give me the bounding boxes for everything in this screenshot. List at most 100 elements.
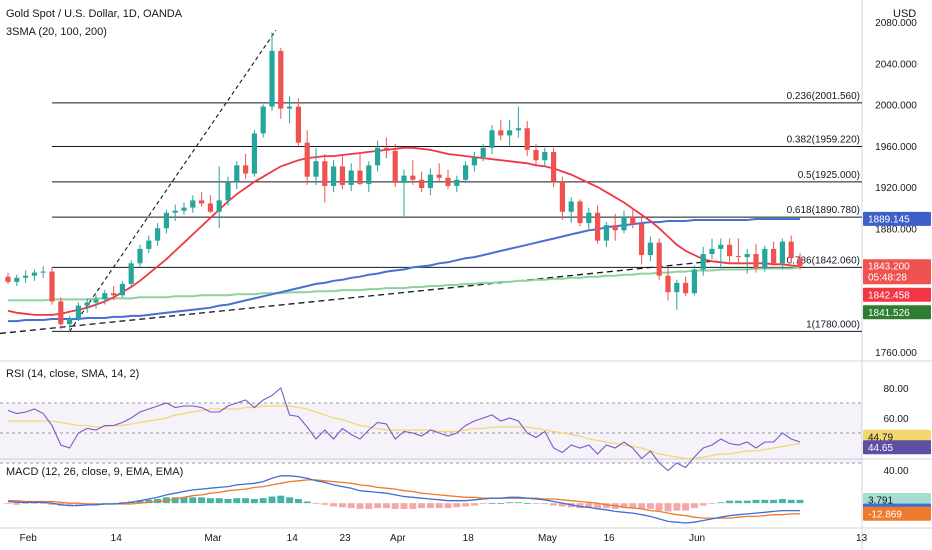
sma-200-line bbox=[8, 266, 801, 302]
candle-up bbox=[674, 282, 680, 293]
fib-level-label: 0.5(1925.000) bbox=[798, 170, 860, 181]
candle-down bbox=[771, 248, 777, 264]
symbol-title[interactable]: Gold Spot / U.S. Dollar, 1D, OANDA bbox=[6, 8, 183, 20]
rsi-badge: 44.79 bbox=[868, 432, 893, 443]
macd-histogram-bar bbox=[136, 500, 144, 504]
macd-histogram-bar bbox=[189, 497, 197, 504]
price-axis[interactable]: 2080.000 2040.000 2000.000 1960.000 1920.000… bbox=[875, 18, 917, 477]
currency-label: USD bbox=[893, 8, 917, 20]
price-tick-label: 2040.000 bbox=[875, 59, 917, 70]
macd-histogram-bar bbox=[726, 500, 734, 504]
candle-down bbox=[436, 174, 442, 178]
macd-badge: 3.791 bbox=[868, 496, 893, 507]
macd-histogram-bar bbox=[303, 501, 311, 504]
time-tick-label: May bbox=[538, 533, 557, 544]
macd-histogram-bar bbox=[602, 503, 610, 509]
price-badge-bg bbox=[863, 270, 931, 285]
macd-histogram-bar bbox=[470, 503, 478, 506]
time-tick-label: 23 bbox=[339, 533, 351, 544]
candle-down bbox=[49, 271, 55, 302]
macd-histogram-bar bbox=[356, 503, 364, 509]
macd-histogram-bar bbox=[286, 497, 294, 504]
candle-up bbox=[146, 240, 152, 249]
macd-histogram-bar bbox=[418, 503, 426, 509]
candle-up bbox=[331, 166, 337, 186]
candle-down bbox=[207, 203, 213, 212]
rsi-legend[interactable]: RSI (14, close, SMA, 14, 2) bbox=[6, 368, 140, 380]
sma-legend[interactable]: 3SMA (20, 100, 200) bbox=[6, 26, 107, 38]
rsi-panel bbox=[0, 387, 862, 472]
macd-histogram-bar bbox=[523, 503, 531, 504]
trend-lines bbox=[0, 29, 713, 335]
macd-histogram-bar bbox=[541, 503, 549, 504]
macd-histogram-bar bbox=[215, 498, 223, 504]
candle-up bbox=[225, 181, 231, 201]
time-tick-label: Mar bbox=[204, 533, 222, 544]
candle-down bbox=[612, 225, 618, 231]
candle-up bbox=[489, 130, 495, 148]
candle-up bbox=[216, 200, 222, 212]
macd-panel bbox=[4, 475, 804, 524]
macd-histogram-bar bbox=[435, 503, 443, 509]
macd-histogram-bar bbox=[409, 503, 417, 509]
macd-histogram-bar bbox=[479, 503, 487, 504]
macd-histogram-bar bbox=[312, 503, 320, 504]
macd-histogram-bar bbox=[268, 496, 276, 504]
macd-histogram-bar bbox=[224, 499, 232, 504]
candle-down bbox=[551, 151, 557, 182]
price-badge: 1842.458 bbox=[868, 290, 910, 301]
price-tick-label: 1920.000 bbox=[875, 183, 917, 194]
macd-histogram-bar bbox=[673, 503, 681, 511]
macd-histogram-bar bbox=[180, 497, 188, 504]
macd-histogram-bar bbox=[13, 503, 21, 505]
candle-up bbox=[700, 254, 706, 270]
candle-up bbox=[102, 293, 108, 300]
candle-up bbox=[586, 212, 592, 224]
macd-histogram-bar bbox=[620, 503, 628, 509]
candle-up bbox=[128, 263, 134, 284]
candle-down bbox=[498, 130, 504, 136]
fibonacci-levels: 0.236(2001.560) 0.382(1959.220) 0.5(1925.0… bbox=[52, 91, 862, 332]
macd-histogram-bar bbox=[462, 503, 470, 507]
macd-histogram-bar bbox=[734, 500, 742, 504]
macd-histogram-bar bbox=[277, 495, 285, 504]
candle-down bbox=[735, 256, 741, 258]
macd-histogram-bar bbox=[585, 503, 593, 509]
candlestick-series bbox=[5, 32, 803, 332]
candle-down bbox=[665, 275, 671, 293]
time-axis[interactable]: Feb 14 Mar 14 23 Apr 18 May 16 Jun 13 bbox=[20, 533, 868, 544]
macd-histogram-bar bbox=[39, 503, 47, 504]
candle-up bbox=[119, 283, 125, 296]
macd-histogram-bar bbox=[770, 499, 778, 504]
price-badge: 1841.526 bbox=[868, 308, 910, 319]
candle-down bbox=[533, 149, 539, 161]
candle-up bbox=[647, 242, 653, 256]
candle-down bbox=[410, 175, 416, 180]
macd-legend[interactable]: MACD (12, 26, close, 9, EMA, EMA) bbox=[6, 466, 184, 478]
rsi-line bbox=[7, 387, 801, 472]
macd-histogram-bar bbox=[338, 503, 346, 508]
price-tick-label: 1960.000 bbox=[875, 142, 917, 153]
macd-histogram-bar bbox=[145, 499, 153, 504]
macd-histogram-bar bbox=[74, 503, 82, 506]
candle-up bbox=[172, 210, 178, 213]
time-tick-label: Jun bbox=[689, 533, 705, 544]
fib-level-label: 0.618(1890.780) bbox=[787, 205, 860, 216]
price-tick-label: 1760.000 bbox=[875, 348, 917, 359]
candle-up bbox=[427, 174, 433, 189]
candle-down bbox=[58, 301, 64, 325]
candle-up bbox=[366, 165, 372, 184]
candle-down bbox=[524, 128, 530, 150]
macd-histogram-bar bbox=[374, 503, 382, 509]
candle-down bbox=[295, 106, 301, 143]
candle-up bbox=[137, 248, 143, 264]
macd-histogram-bar bbox=[250, 499, 258, 504]
fib-level-label: 0.382(1959.220) bbox=[787, 135, 860, 146]
macd-histogram-bar bbox=[594, 503, 602, 509]
macd-histogram-bar bbox=[400, 503, 408, 509]
time-tick-label: 16 bbox=[603, 533, 615, 544]
rsi-badge: 44.65 bbox=[868, 443, 893, 454]
candle-up bbox=[287, 106, 293, 109]
macd-histogram-bar bbox=[391, 503, 399, 509]
